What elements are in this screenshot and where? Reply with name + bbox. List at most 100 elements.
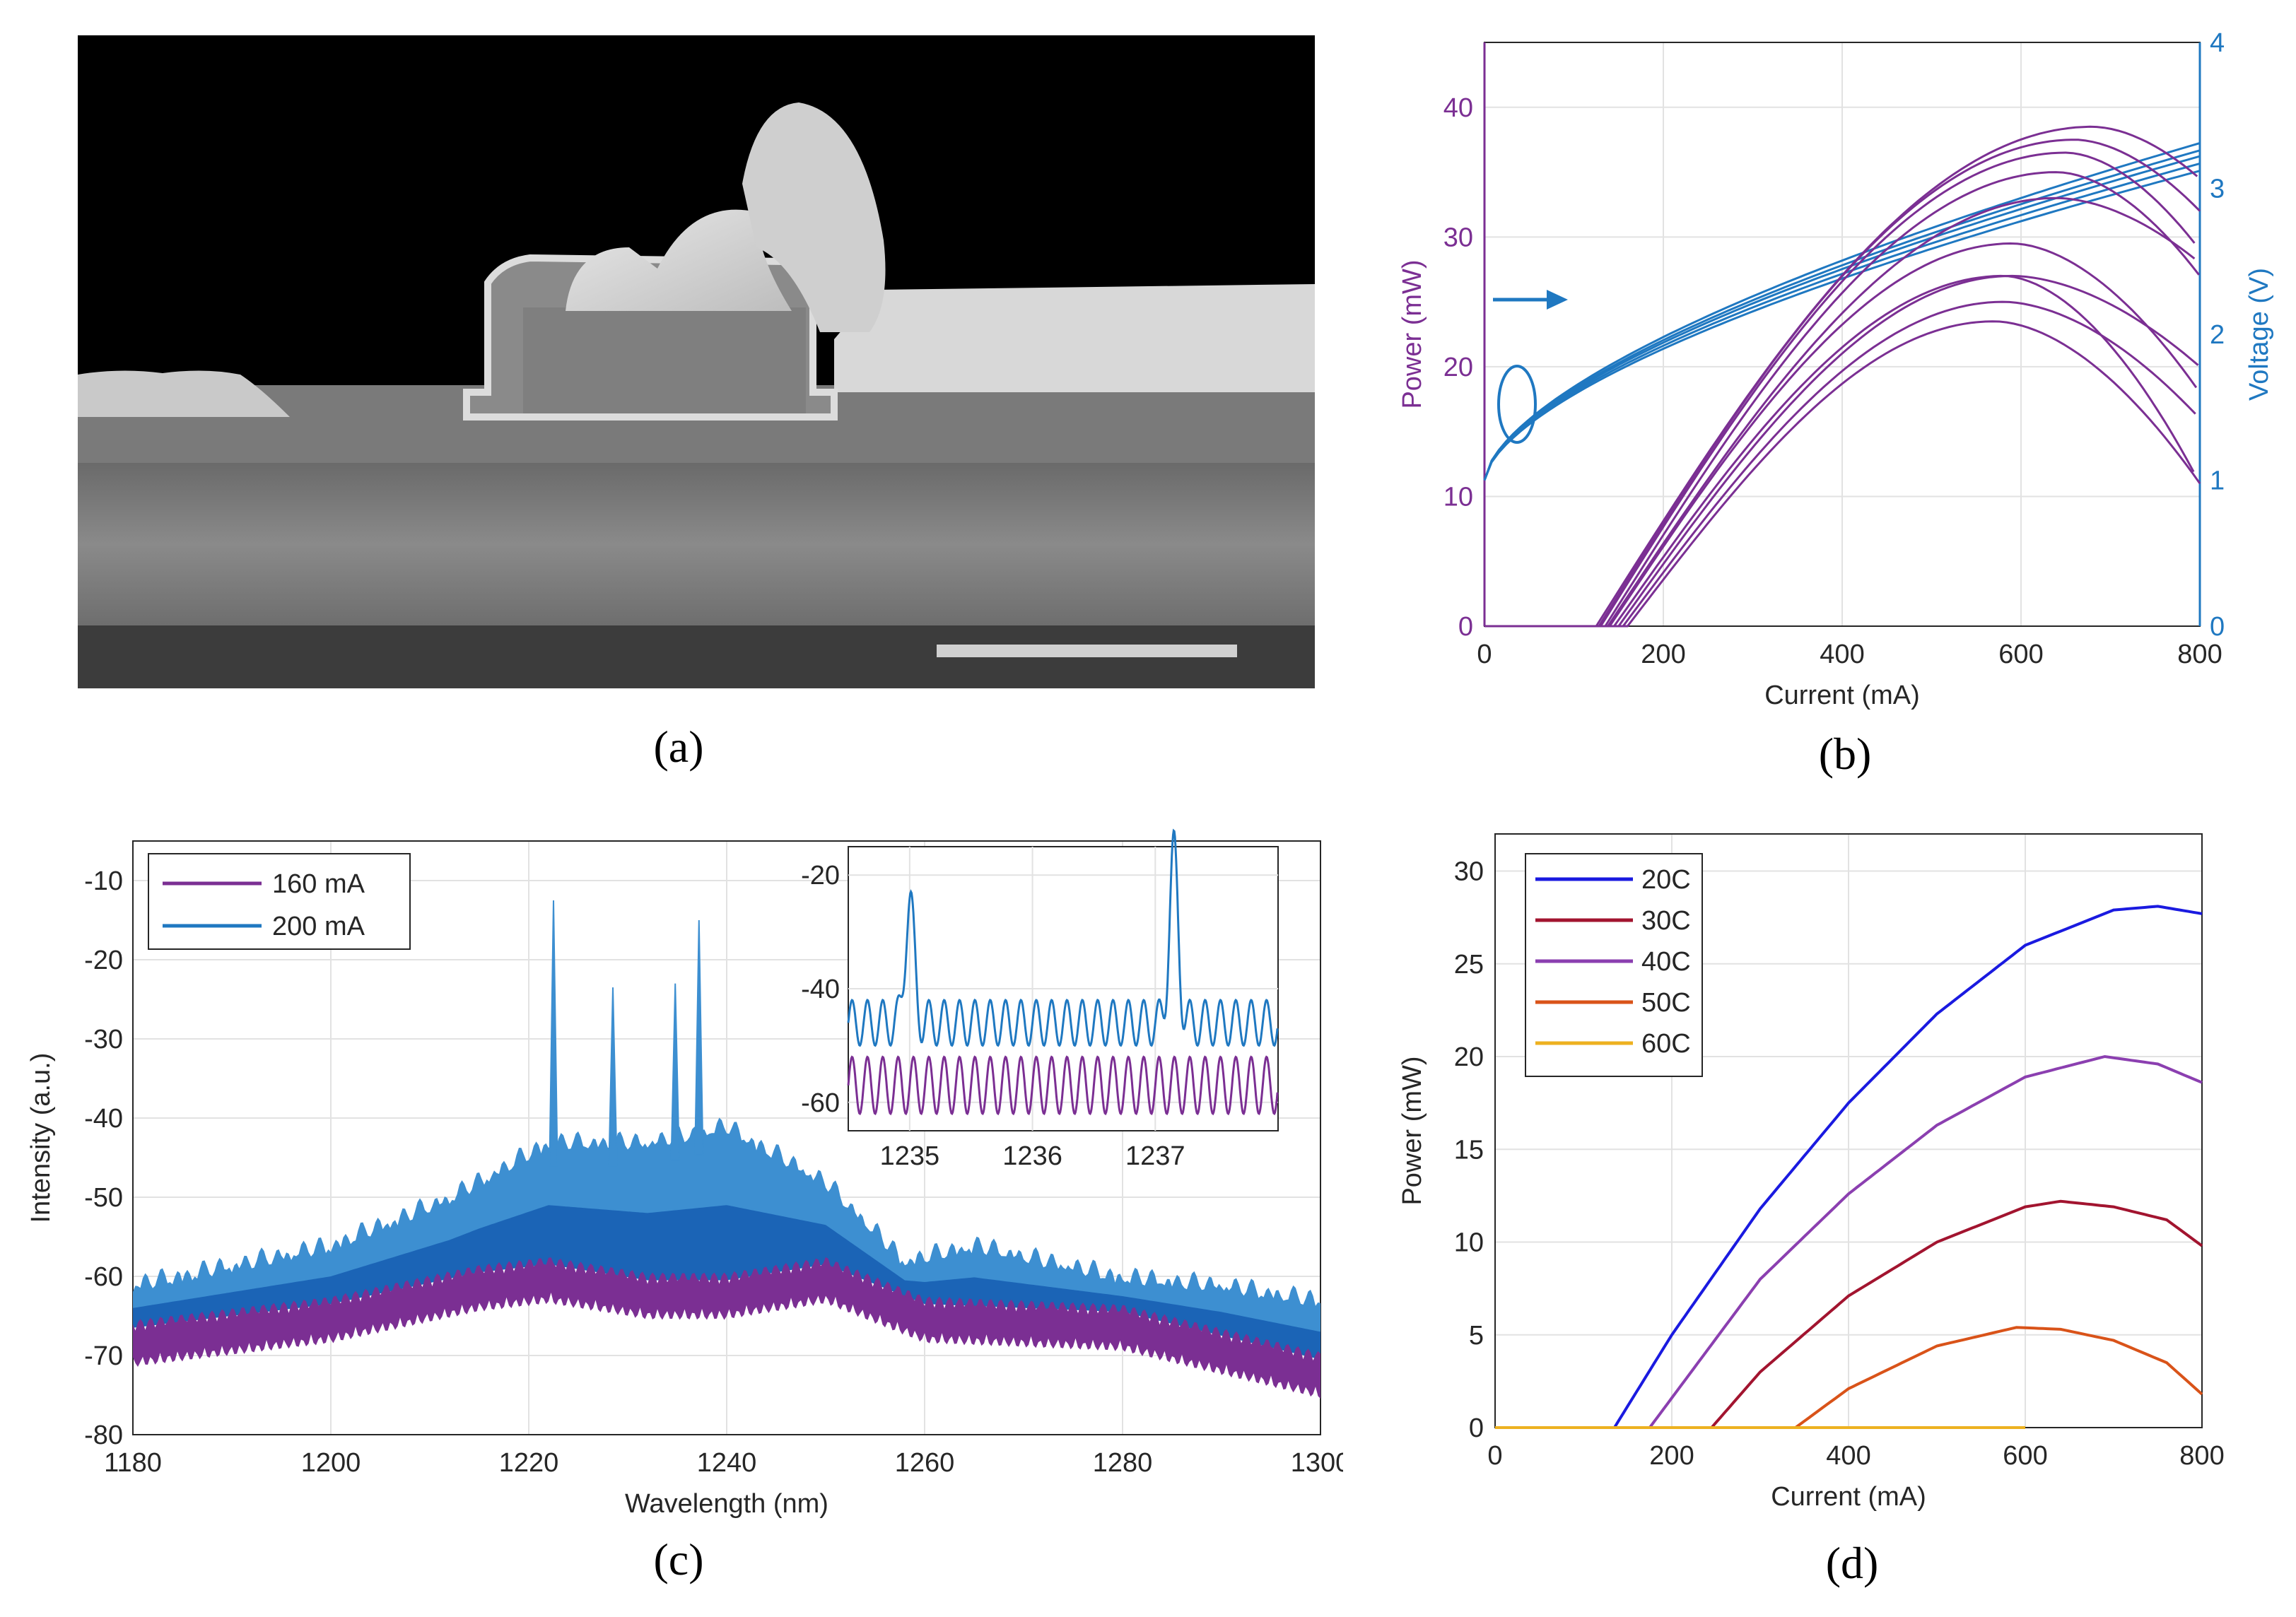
chart-b-voltage-line — [1483, 170, 2201, 481]
sem-metal-contact — [566, 209, 792, 311]
sem-middle-layer — [78, 463, 1315, 625]
chart-b-xtick-label: 800 — [2177, 640, 2222, 669]
chart-d-legend-box — [1525, 853, 1703, 1077]
chart-d-legend: 20C 30C 40C 50C 60C — [1525, 853, 1703, 1077]
chart-c-inset-xtick-label: 1236 — [1002, 1141, 1062, 1171]
chart-b-power-line — [1484, 151, 2196, 628]
chart-d-ytick-label: 25 — [1454, 950, 1484, 980]
chart-c-xlabel: Wavelength (nm) — [625, 1489, 828, 1519]
chart-c-frame — [132, 840, 1321, 1435]
chart-c-legend-label: 160 mA — [272, 869, 365, 899]
chart-c-inset-xtick-label: 1235 — [880, 1141, 940, 1171]
chart-b-xtick-label: 600 — [1998, 640, 2043, 669]
chart-d-ytick-label: 0 — [1469, 1413, 1484, 1443]
chart-d-xtick-label: 400 — [1826, 1441, 1870, 1471]
chart-b-power-line — [1484, 125, 2198, 628]
chart-d-ytick-label: 30 — [1454, 857, 1484, 887]
chart-c-xtick-label: 1280 — [1093, 1448, 1153, 1478]
chart-d-ytick-label: 15 — [1454, 1135, 1484, 1165]
chart-c-inset-160mA-line — [847, 1055, 1279, 1116]
caption-b: (b) — [1818, 729, 1872, 779]
chart-d: 0 200 400 600 800 0 5 10 15 20 25 30 Current (mA) Pow… — [1398, 833, 2225, 1512]
chart-c-ytick-label: -30 — [84, 1025, 123, 1054]
chart-b-power-line — [1484, 274, 2199, 628]
chart-b-voltage-line — [1483, 142, 2201, 481]
chart-c-peak — [670, 983, 680, 1161]
sem-scale-bar — [937, 645, 1237, 657]
chart-b-ytick-left-label: 10 — [1443, 482, 1473, 512]
chart-c-xtick-label: 1180 — [104, 1448, 162, 1478]
chart-c-ytick-label: -60 — [84, 1262, 123, 1292]
chart-d-legend-label: 50C — [1641, 988, 1691, 1018]
sem-drawing — [78, 35, 1315, 688]
chart-c-legend: 160 mA 200 mA — [148, 853, 411, 950]
chart-b-ytick-right-label: 4 — [2210, 28, 2225, 58]
chart-c-inset-ytick-label: -20 — [801, 861, 840, 890]
chart-c-peak — [608, 987, 618, 1167]
chart-c-xtick-label: 1220 — [499, 1448, 559, 1478]
chart-c-ytick-label: -40 — [84, 1104, 123, 1134]
sem-right-surface — [834, 284, 1315, 392]
chart-d-xlabel: Current (mA) — [1771, 1482, 1926, 1512]
chart-d-xtick-label: 200 — [1649, 1441, 1694, 1471]
chart-b-power-line — [1484, 320, 2201, 628]
chart-d-ytick-label: 20 — [1454, 1042, 1484, 1072]
chart-c-ytick-label: -70 — [84, 1341, 123, 1371]
chart-d-legend-label: 20C — [1641, 865, 1691, 895]
chart-d-ytick-label: 5 — [1469, 1321, 1484, 1351]
chart-c-legend-box — [148, 853, 411, 950]
chart-d-ytick-label: 10 — [1454, 1228, 1484, 1258]
chart-d-legend-label: 30C — [1641, 906, 1691, 936]
chart-c-ytick-label: -10 — [84, 866, 123, 896]
chart-b-xtick-label: 0 — [1477, 640, 1492, 669]
chart-b-voltage-line — [1483, 162, 2201, 481]
chart-b-ytick-left-label: 0 — [1458, 612, 1473, 642]
chart-d-xtick-label: 800 — [2179, 1441, 2224, 1471]
chart-b-power-line — [1484, 300, 2196, 628]
chart-c-ytick-label: -50 — [84, 1183, 123, 1213]
chart-d-ylabel: Power (mW) — [1398, 1056, 1427, 1205]
chart-c-inset-200mA-line — [847, 828, 1279, 1047]
chart-b-ytick-right-label: 2 — [2210, 320, 2225, 350]
chart-c-peak — [694, 919, 704, 1156]
chart-b-ytick-right-label: 0 — [2210, 612, 2225, 642]
chart-d-legend-label: 40C — [1641, 947, 1691, 977]
chart-c-peak — [549, 900, 558, 1167]
chart-c-inset-ytick-label: -40 — [801, 975, 840, 1004]
chart-b-ytick-left-label: 30 — [1443, 223, 1473, 252]
sem-ridge-core — [523, 307, 806, 413]
chart-b-ytick-right-label: 1 — [2210, 466, 2225, 496]
chart-c-ytick-label: -80 — [84, 1421, 123, 1450]
chart-b-xlabel: Current (mA) — [1764, 681, 1920, 710]
chart-b-power-line — [1484, 139, 2201, 628]
chart-c-legend-label: 200 mA — [272, 912, 365, 941]
chart-b-voltage-line — [1483, 149, 2201, 481]
sem-left-surface — [78, 370, 290, 417]
chart-b-xtick-label: 400 — [1820, 640, 1864, 669]
caption-a: (a) — [653, 722, 704, 772]
chart-b-ytick-left-label: 40 — [1443, 93, 1473, 123]
chart-c-160mA-band — [133, 1257, 1320, 1399]
sem-image — [78, 35, 1315, 688]
chart-b-xtick-label: 200 — [1641, 640, 1685, 669]
chart-b-voltage-ellipse — [1497, 365, 1537, 444]
chart-c-200mA-core — [133, 1205, 1320, 1360]
chart-b-power-line — [1484, 274, 2195, 628]
sem-metal-overhang — [742, 102, 886, 332]
chart-b-ytick-left-label: 20 — [1443, 353, 1473, 382]
chart-b-voltage-arrowhead — [1547, 290, 1568, 310]
caption-c: (c) — [653, 1534, 704, 1584]
chart-b-power-line — [1484, 171, 2200, 628]
chart-d-legend-label: 60C — [1641, 1029, 1691, 1059]
caption-d: (d) — [1825, 1538, 1879, 1588]
chart-b-power-line — [1484, 242, 2198, 628]
chart-c-xtick-label: 1240 — [697, 1448, 757, 1478]
chart-d-xtick-label: 600 — [2003, 1441, 2047, 1471]
chart-b-voltage-line — [1483, 155, 2201, 481]
chart-b-power-line — [1484, 196, 2196, 628]
chart-d-xtick-label: 0 — [1487, 1441, 1502, 1471]
chart-c-inset-xtick-label: 1237 — [1125, 1141, 1185, 1171]
chart-c-xtick-label: 1300 — [1291, 1448, 1343, 1478]
chart-b-ylabel-left: Power (mW) — [1398, 259, 1427, 408]
